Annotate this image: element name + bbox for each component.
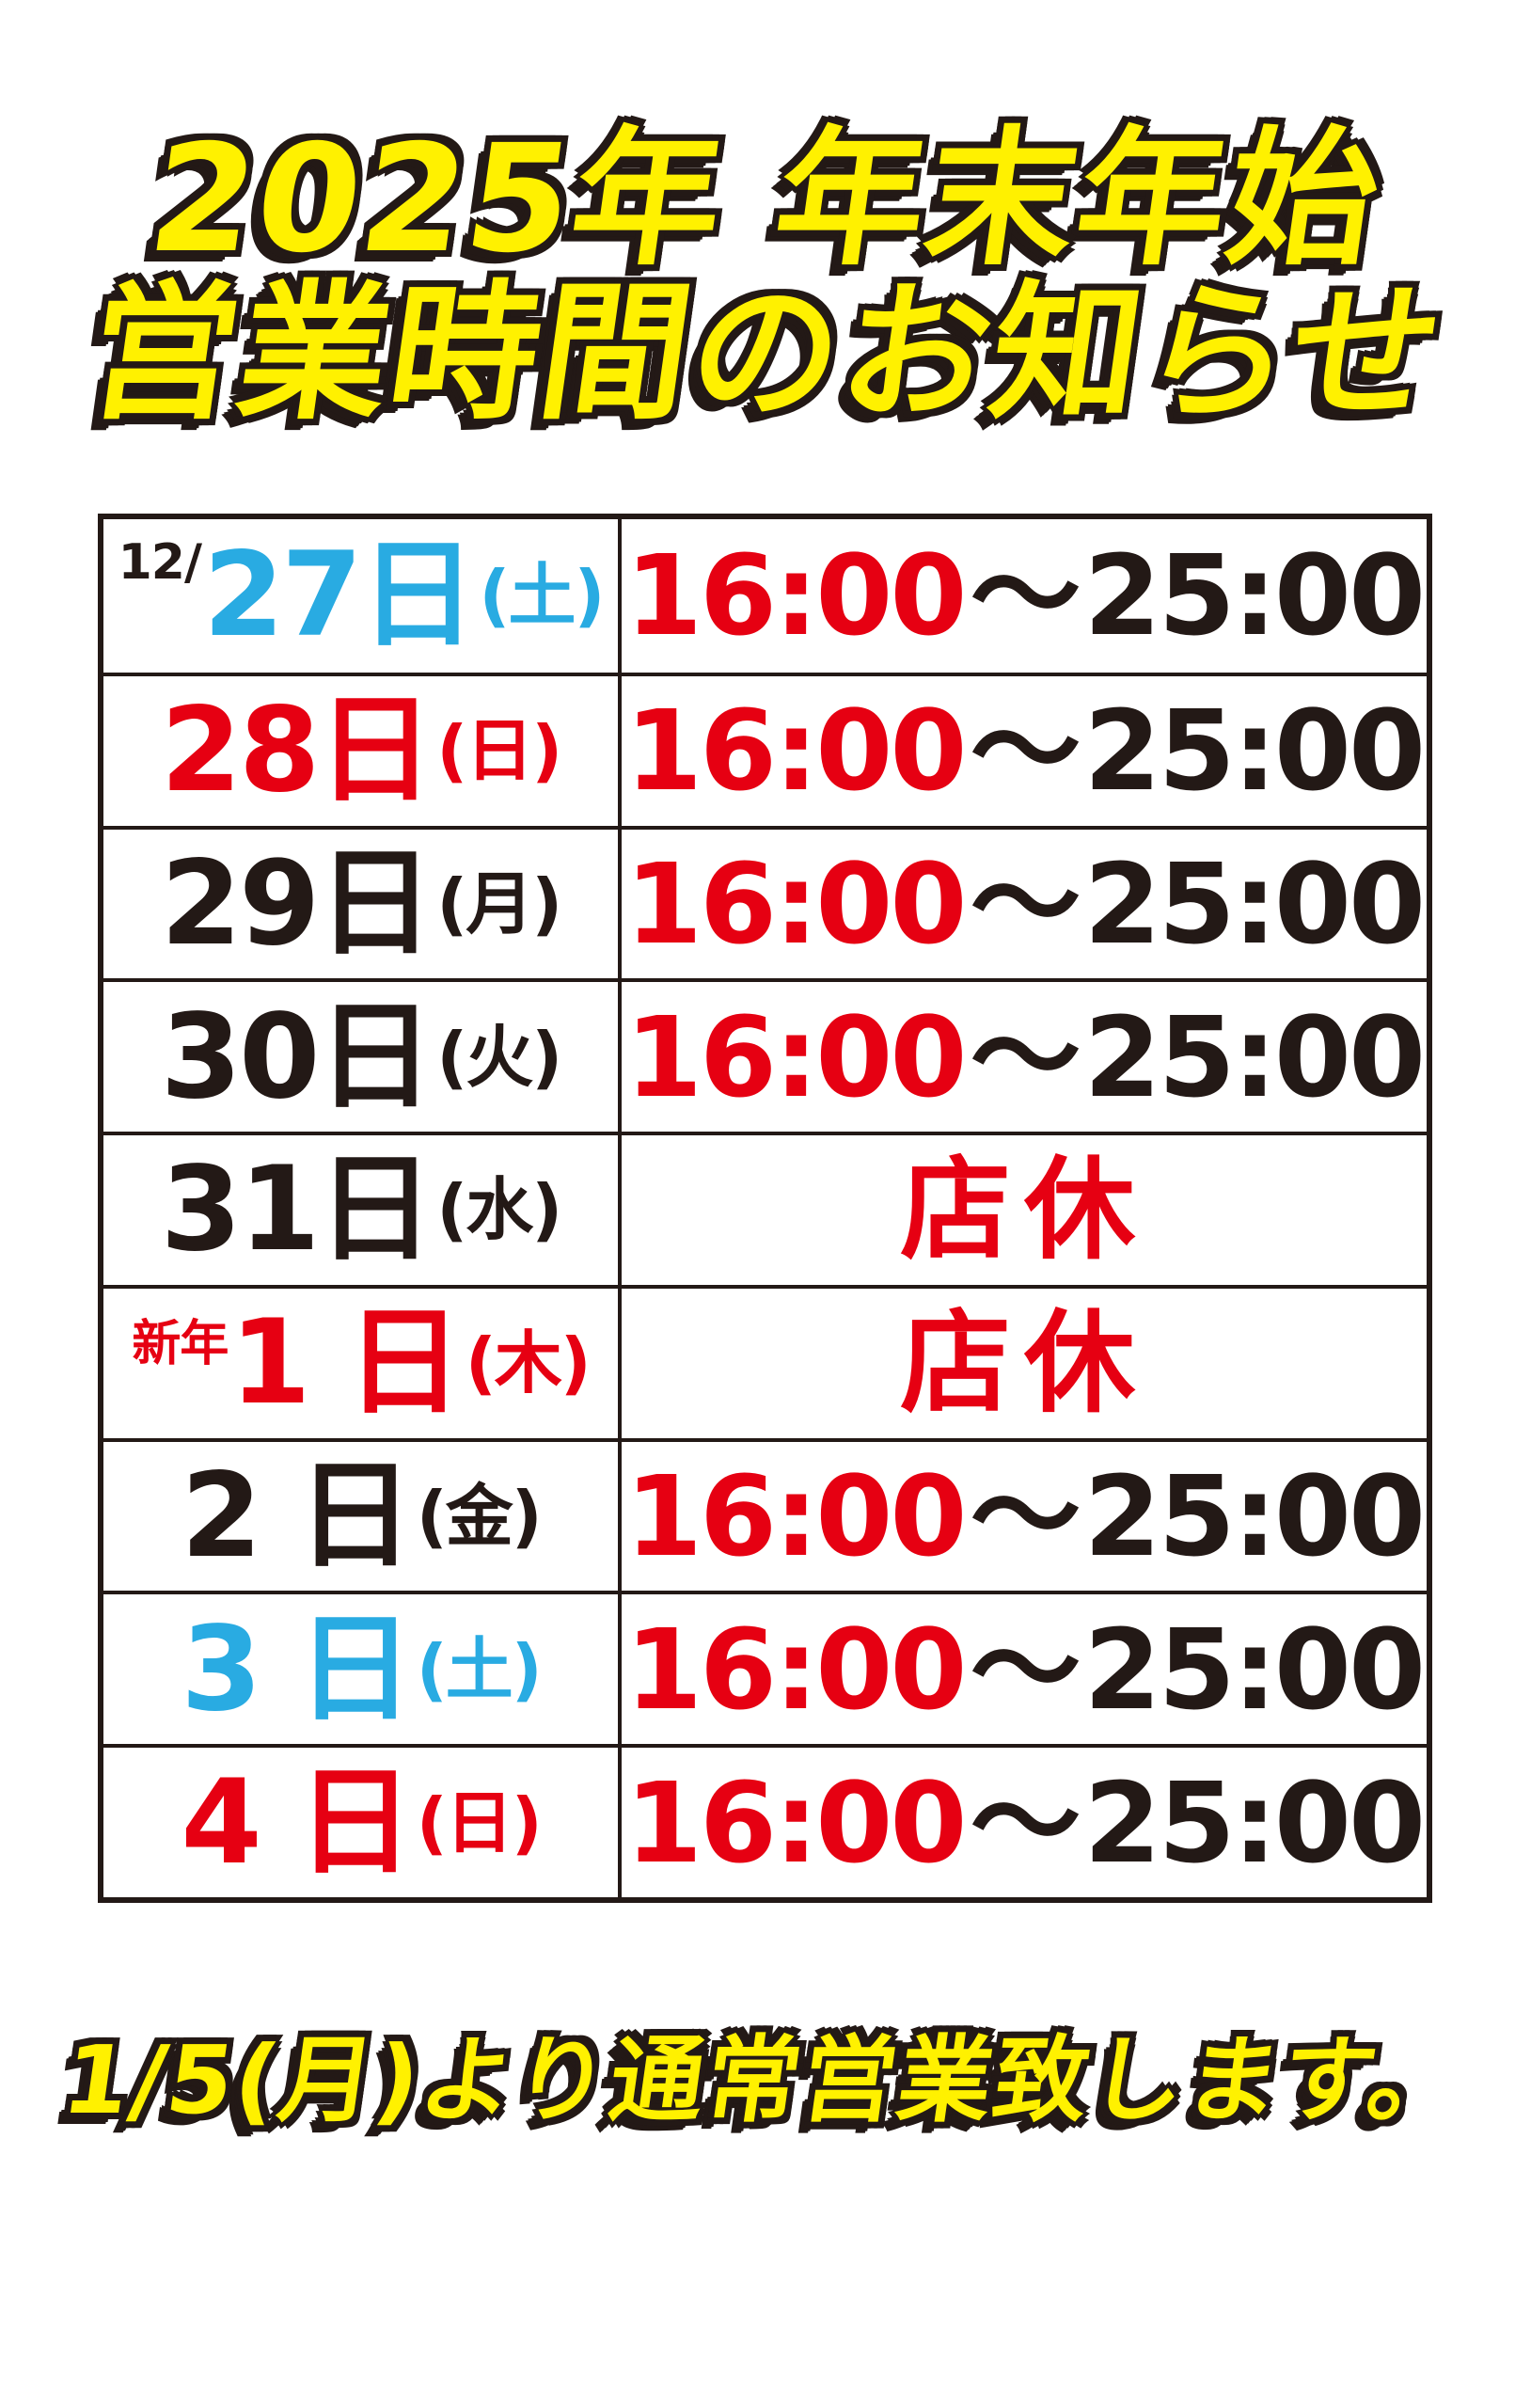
hours-cell: 16:00 〜 25:00 [622,1594,1427,1744]
schedule-row-dec31: 31日 (水) 店休 [103,1132,1427,1285]
hours-cell: 16:00 〜 25:00 [622,676,1427,826]
title-line-2: 営業時間のお知らせ [77,267,1454,441]
open-time: 16:00 [624,531,968,661]
date-label: 29日 [160,835,434,972]
hours-cell: 店休 [622,1289,1427,1438]
date-label: 2 日 [181,1449,413,1585]
schedule-row-jan1: 新年 1 日 (木) 店休 [103,1284,1427,1438]
hours-cell: 16:00 〜 25:00 [622,982,1427,1132]
tilde-separator: 〜 [970,1451,1081,1582]
tilde-separator: 〜 [970,1757,1081,1888]
closed-label: 店休 [899,1298,1148,1429]
date-label: 27日 [202,528,477,664]
month-prefix: 12/ [118,534,202,591]
tilde-separator: 〜 [970,1604,1081,1735]
date-cell: 2 日 (金) [103,1441,622,1592]
closed-label: 店休 [899,1145,1148,1275]
schedule-row-jan4: 4 日 (日) 16:00 〜 25:00 [103,1744,1427,1897]
weekday-label: (水) [436,1170,562,1250]
schedule-row-dec27: 12/ 27日 (土) 16:00 〜 25:00 [103,519,1427,673]
footer-note: 1/5(月)より通常営業致します。 [55,2025,1473,2135]
schedule-row-dec29: 29日 (月) 16:00 〜 25:00 [103,825,1427,979]
date-label: 3 日 [181,1601,413,1737]
date-label: 4 日 [181,1754,413,1891]
title-line-1: 2025年 年末年始 [139,113,1392,286]
date-cell: 30日 (火) [103,982,622,1133]
open-time: 16:00 [624,686,968,816]
schedule-row-jan3: 3 日 (土) 16:00 〜 25:00 [103,1591,1427,1745]
open-time: 16:00 [624,1604,968,1735]
close-time: 25:00 [1083,991,1427,1122]
weekday-label: (土) [416,1629,543,1709]
date-label: 31日 [160,1142,434,1278]
date-label: 30日 [160,989,434,1125]
date-cell: 31日 (水) [103,1135,622,1285]
hours-cell: 16:00 〜 25:00 [622,1442,1427,1592]
schedule-table: 12/ 27日 (土) 16:00 〜 25:00 28日 (日) 16:00 … [98,514,1432,1903]
tilde-separator: 〜 [970,991,1081,1122]
close-time: 25:00 [1083,838,1427,969]
date-cell: 12/ 27日 (土) [103,519,622,673]
tilde-separator: 〜 [970,838,1081,969]
schedule-row-dec28: 28日 (日) 16:00 〜 25:00 [103,672,1427,826]
date-label: 1 日 [229,1295,462,1432]
hours-cell: 16:00 〜 25:00 [622,1748,1427,1897]
tilde-separator: 〜 [970,531,1081,661]
close-time: 25:00 [1083,1451,1427,1582]
weekday-label: (土) [479,556,606,636]
hours-cell: 16:00 〜 25:00 [622,830,1427,979]
open-time: 16:00 [624,991,968,1122]
hours-cell: 店休 [622,1135,1427,1285]
weekday-label: (火) [436,1017,562,1097]
close-time: 25:00 [1083,1757,1427,1888]
date-cell: 新年 1 日 (木) [103,1288,622,1438]
weekday-label: (日) [436,711,562,791]
weekday-label: (日) [416,1782,543,1862]
new-year-prefix: 新年 [132,1315,229,1372]
date-cell: 4 日 (日) [103,1748,622,1897]
close-time: 25:00 [1083,531,1427,661]
weekday-label: (月) [436,863,562,943]
open-time: 16:00 [624,838,968,969]
weekday-label: (木) [465,1323,592,1403]
open-time: 16:00 [624,1757,968,1888]
date-cell: 29日 (月) [103,829,622,979]
date-label: 28日 [160,683,434,819]
hours-cell: 16:00 〜 25:00 [622,519,1427,673]
schedule-row-jan2: 2 日 (金) 16:00 〜 25:00 [103,1437,1427,1592]
close-time: 25:00 [1083,1604,1427,1735]
date-cell: 3 日 (土) [103,1594,622,1745]
poster-title: 2025年 年末年始 営業時間のお知らせ [0,113,1531,441]
date-cell: 28日 (日) [103,675,622,826]
schedule-row-dec30: 30日 (火) 16:00 〜 25:00 [103,978,1427,1133]
close-time: 25:00 [1083,686,1427,816]
weekday-label: (金) [416,1477,543,1557]
open-time: 16:00 [624,1451,968,1582]
tilde-separator: 〜 [970,686,1081,816]
